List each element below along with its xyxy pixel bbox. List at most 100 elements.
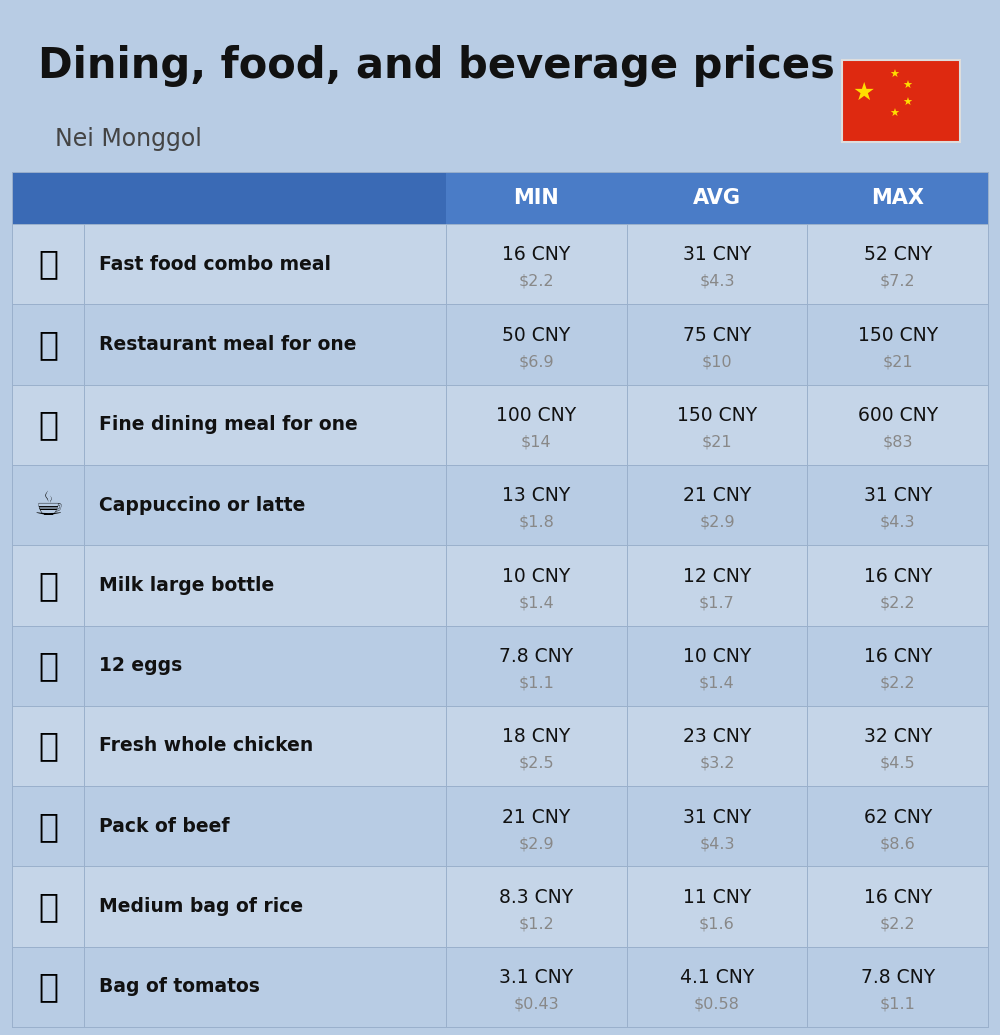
Text: $2.9: $2.9 — [699, 514, 735, 530]
Text: Milk large bottle: Milk large bottle — [99, 575, 274, 595]
FancyBboxPatch shape — [12, 545, 988, 625]
Text: 3.1 CNY: 3.1 CNY — [499, 968, 573, 987]
Text: $0.58: $0.58 — [694, 997, 740, 1011]
Text: ★: ★ — [902, 97, 912, 108]
Text: Cappuccino or latte: Cappuccino or latte — [99, 496, 305, 514]
Text: 12 eggs: 12 eggs — [99, 656, 182, 675]
Text: $2.2: $2.2 — [880, 595, 915, 610]
Text: $4.5: $4.5 — [880, 756, 915, 771]
Text: 🍽: 🍽 — [38, 408, 58, 441]
Text: ★: ★ — [853, 81, 875, 105]
Text: 4.1 CNY: 4.1 CNY — [680, 968, 754, 987]
Text: $83: $83 — [882, 435, 913, 449]
Text: MAX: MAX — [871, 188, 924, 208]
Text: $0.43: $0.43 — [514, 997, 559, 1011]
Text: $4.3: $4.3 — [699, 836, 735, 851]
Text: 16 CNY: 16 CNY — [502, 245, 570, 264]
Text: $7.2: $7.2 — [880, 274, 915, 289]
FancyBboxPatch shape — [12, 304, 988, 385]
FancyBboxPatch shape — [12, 866, 988, 947]
Text: 62 CNY: 62 CNY — [864, 807, 932, 827]
Text: $1.1: $1.1 — [518, 676, 554, 690]
FancyBboxPatch shape — [12, 385, 988, 465]
Text: 12 CNY: 12 CNY — [683, 566, 751, 586]
Text: 10 CNY: 10 CNY — [502, 566, 570, 586]
Text: $4.3: $4.3 — [699, 274, 735, 289]
Text: Bag of tomatos: Bag of tomatos — [99, 977, 260, 997]
Text: 31 CNY: 31 CNY — [864, 486, 932, 505]
Text: 52 CNY: 52 CNY — [864, 245, 932, 264]
Text: Fine dining meal for one: Fine dining meal for one — [99, 415, 358, 435]
Text: 23 CNY: 23 CNY — [683, 728, 751, 746]
Text: 🍅: 🍅 — [38, 971, 58, 1003]
Text: $1.4: $1.4 — [699, 676, 735, 690]
Text: $1.2: $1.2 — [518, 916, 554, 932]
Text: 16 CNY: 16 CNY — [864, 566, 932, 586]
Text: Fresh whole chicken: Fresh whole chicken — [99, 737, 313, 756]
Text: $2.2: $2.2 — [519, 274, 554, 289]
Text: $4.3: $4.3 — [880, 514, 915, 530]
Text: $3.2: $3.2 — [699, 756, 735, 771]
Text: 🍳: 🍳 — [38, 328, 58, 361]
Text: $10: $10 — [702, 354, 732, 369]
Text: 21 CNY: 21 CNY — [683, 486, 751, 505]
Text: 150 CNY: 150 CNY — [677, 406, 757, 425]
Text: ★: ★ — [902, 81, 912, 91]
Text: 🥩: 🥩 — [38, 809, 58, 842]
Text: 75 CNY: 75 CNY — [683, 326, 751, 345]
Text: 31 CNY: 31 CNY — [683, 245, 751, 264]
Text: 8.3 CNY: 8.3 CNY — [499, 888, 573, 907]
Text: 18 CNY: 18 CNY — [502, 728, 570, 746]
Text: Restaurant meal for one: Restaurant meal for one — [99, 335, 356, 354]
FancyBboxPatch shape — [12, 625, 988, 706]
Text: Pack of beef: Pack of beef — [99, 817, 230, 835]
Text: $21: $21 — [702, 435, 732, 449]
FancyBboxPatch shape — [12, 787, 988, 866]
Text: 150 CNY: 150 CNY — [858, 326, 938, 345]
Text: Dining, food, and beverage prices: Dining, food, and beverage prices — [38, 45, 835, 87]
Text: Fast food combo meal: Fast food combo meal — [99, 255, 331, 273]
Text: 7.8 CNY: 7.8 CNY — [499, 647, 573, 666]
Text: $2.2: $2.2 — [880, 916, 915, 932]
Text: 🥚: 🥚 — [38, 649, 58, 682]
Text: $6.9: $6.9 — [519, 354, 554, 369]
Text: Medium bag of rice: Medium bag of rice — [99, 897, 303, 916]
Text: $2.5: $2.5 — [519, 756, 554, 771]
Text: 31 CNY: 31 CNY — [683, 807, 751, 827]
Text: MIN: MIN — [513, 188, 559, 208]
FancyBboxPatch shape — [12, 172, 446, 224]
Text: 16 CNY: 16 CNY — [864, 888, 932, 907]
Text: 7.8 CNY: 7.8 CNY — [861, 968, 935, 987]
Text: ☕: ☕ — [33, 489, 63, 522]
Text: 600 CNY: 600 CNY — [858, 406, 938, 425]
Text: $1.4: $1.4 — [518, 595, 554, 610]
Text: $1.7: $1.7 — [699, 595, 735, 610]
Text: 🥛: 🥛 — [38, 569, 58, 601]
Text: ★: ★ — [889, 69, 899, 80]
Text: $14: $14 — [521, 435, 552, 449]
FancyBboxPatch shape — [842, 60, 960, 142]
FancyBboxPatch shape — [12, 947, 988, 1027]
Text: 16 CNY: 16 CNY — [864, 647, 932, 666]
Text: 21 CNY: 21 CNY — [502, 807, 570, 827]
FancyBboxPatch shape — [12, 172, 988, 224]
FancyBboxPatch shape — [12, 706, 988, 787]
Text: $1.8: $1.8 — [518, 514, 554, 530]
Text: 🐔: 🐔 — [38, 730, 58, 763]
Text: 🍔: 🍔 — [38, 247, 58, 280]
Text: 32 CNY: 32 CNY — [864, 728, 932, 746]
Text: 50 CNY: 50 CNY — [502, 326, 570, 345]
FancyBboxPatch shape — [12, 224, 988, 304]
Text: $2.9: $2.9 — [519, 836, 554, 851]
Text: $8.6: $8.6 — [880, 836, 916, 851]
Text: $2.2: $2.2 — [880, 676, 915, 690]
Text: ★: ★ — [889, 109, 899, 119]
Text: 11 CNY: 11 CNY — [683, 888, 751, 907]
Text: Nei Monggol: Nei Monggol — [55, 127, 202, 151]
Text: $21: $21 — [882, 354, 913, 369]
Text: 13 CNY: 13 CNY — [502, 486, 570, 505]
Text: 100 CNY: 100 CNY — [496, 406, 576, 425]
Text: $1.1: $1.1 — [880, 997, 916, 1011]
Text: AVG: AVG — [693, 188, 741, 208]
FancyBboxPatch shape — [12, 465, 988, 545]
